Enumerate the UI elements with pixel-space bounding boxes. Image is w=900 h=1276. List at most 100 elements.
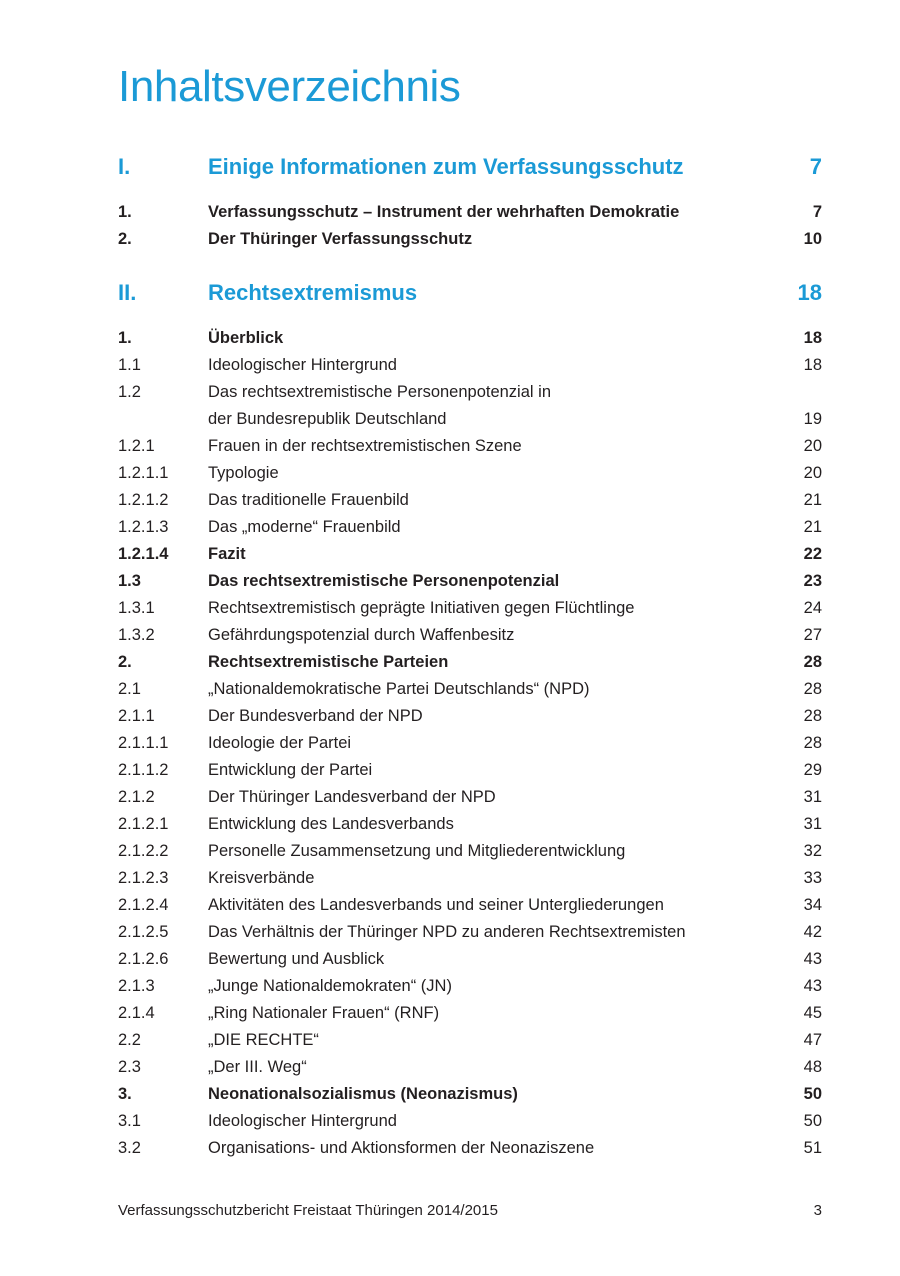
toc-entry-page: 28 bbox=[803, 707, 822, 725]
toc-entry-page: 33 bbox=[803, 869, 822, 887]
toc-entry-row[interactable]: 1.2.1.1 Typologie 20 bbox=[118, 460, 822, 487]
toc-entry-label: Fazit bbox=[208, 545, 246, 563]
section-spacer bbox=[118, 253, 822, 278]
toc-entry-row[interactable]: 2.2 „DIE RECHTE“ 47 bbox=[118, 1027, 822, 1054]
toc-entry-label: Bewertung und Ausblick bbox=[208, 950, 385, 968]
toc-entry-row[interactable]: 2.1.2.1 Entwicklung des Landesverbands 31 bbox=[118, 811, 822, 838]
toc-entry-label: Kreisverbände bbox=[208, 869, 315, 887]
section-spacer bbox=[118, 182, 822, 199]
toc-entry-page: 7 bbox=[812, 203, 822, 221]
toc-entry-row[interactable]: 1.3 Das rechtsextremistische Personenpote… bbox=[118, 568, 822, 595]
toc-chapter-row[interactable]: II. Rechtsextremismus 18 bbox=[118, 278, 822, 308]
toc-entry-page: 24 bbox=[803, 599, 822, 617]
table-of-contents: I. Einige Informationen zum Verfassungssc… bbox=[118, 152, 822, 1162]
toc-entry-number: 2.1.4 bbox=[118, 1004, 155, 1022]
toc-entry-label: Ideologischer Hintergrund bbox=[208, 356, 397, 374]
toc-entry-row[interactable]: 1.2.1.2 Das traditionelle Frauenbild 21 bbox=[118, 487, 822, 514]
toc-entry-page: 23 bbox=[803, 572, 822, 590]
toc-entry-number: 1.3 bbox=[118, 572, 141, 590]
toc-entry-label: Rechtsextremistische Parteien bbox=[208, 653, 449, 671]
toc-entry-label: Das rechtsextremistische Personenpotenzi… bbox=[208, 572, 560, 590]
toc-entry-label: Überblick bbox=[208, 329, 284, 347]
toc-entry-row[interactable]: 1. Überblick 18 bbox=[118, 325, 822, 352]
toc-entry-number: 2. bbox=[118, 230, 132, 248]
toc-entry-row[interactable]: 2.3 „Der III. Weg“ 48 bbox=[118, 1054, 822, 1081]
toc-entry-page: 20 bbox=[803, 464, 822, 482]
toc-entry-page: 28 bbox=[803, 680, 822, 698]
toc-entry-row[interactable]: 3.2 Organisations- und Aktionsformen der … bbox=[118, 1135, 822, 1162]
page-title: Inhaltsverzeichnis bbox=[118, 62, 461, 111]
toc-entry-page: 20 bbox=[803, 437, 822, 455]
toc-entry-row[interactable]: 2.1.1.2 Entwicklung der Partei 29 bbox=[118, 757, 822, 784]
toc-entry-page: 43 bbox=[803, 950, 822, 968]
toc-entry-label: Ideologie der Partei bbox=[208, 734, 352, 752]
toc-entry-label: „Der III. Weg“ bbox=[208, 1058, 307, 1076]
toc-entry-row[interactable]: 1.3.2 Gefährdungspotenzial durch Waffenbe… bbox=[118, 622, 822, 649]
toc-entry-label: Gefährdungspotenzial durch Waffenbesitz bbox=[208, 626, 515, 644]
toc-entry-row[interactable]: 2.1.3 „Junge Nationaldemokraten“ (JN) 43 bbox=[118, 973, 822, 1000]
toc-entry-number: I. bbox=[118, 154, 131, 179]
toc-entry-row[interactable]: 1. Verfassungsschutz – Instrument der weh… bbox=[118, 199, 822, 226]
toc-entry-row[interactable]: 2.1.1 Der Bundesverband der NPD 28 bbox=[118, 703, 822, 730]
toc-entry-label: Rechtsextremistisch geprägte Initiativen… bbox=[208, 599, 635, 617]
toc-entry-number: 1.2.1.2 bbox=[118, 491, 169, 509]
toc-entry-number: 1.2.1.3 bbox=[118, 518, 169, 536]
toc-entry-label: Einige Informationen zum Verfassungsschu… bbox=[208, 154, 684, 179]
toc-entry-number: 3.2 bbox=[118, 1139, 141, 1157]
toc-entry-page: 28 bbox=[803, 653, 822, 671]
toc-entry-page: 22 bbox=[803, 545, 822, 563]
toc-entry-label: Entwicklung der Partei bbox=[208, 761, 373, 779]
toc-entry-page: 47 bbox=[803, 1031, 822, 1049]
toc-entry-page: 31 bbox=[803, 788, 822, 806]
toc-entry-number: II. bbox=[118, 280, 137, 305]
toc-entry-page: 51 bbox=[803, 1139, 822, 1157]
toc-entry-row[interactable]: 3. Neonationalsozialismus (Neonazismus) 50 bbox=[118, 1081, 822, 1108]
toc-chapter-row[interactable]: I. Einige Informationen zum Verfassungssc… bbox=[118, 152, 822, 182]
toc-entry-row[interactable]: 1.2 Das rechtsextremistische Personenpote… bbox=[118, 379, 822, 406]
toc-entry-page: 28 bbox=[803, 734, 822, 752]
toc-entry-number: 2.1.1.1 bbox=[118, 734, 169, 752]
toc-entry-label: Neonationalsozialismus (Neonazismus) bbox=[208, 1085, 518, 1103]
toc-entry-number: 2.1.2.1 bbox=[118, 815, 169, 833]
toc-entry-row[interactable]: 2. Rechtsextremistische Parteien 28 bbox=[118, 649, 822, 676]
toc-entry-number: 1. bbox=[118, 329, 132, 347]
toc-entry-page: 50 bbox=[803, 1085, 822, 1103]
toc-entry-page: 42 bbox=[803, 923, 822, 941]
toc-entry-row[interactable]: 2.1.2.6 Bewertung und Ausblick 43 bbox=[118, 946, 822, 973]
toc-entry-number: 2.1.3 bbox=[118, 977, 155, 995]
toc-entry-label: Der Thüringer Verfassungsschutz bbox=[208, 230, 473, 248]
toc-entry-row[interactable]: 2.1.1.1 Ideologie der Partei 28 bbox=[118, 730, 822, 757]
toc-entry-row[interactable]: 1.3.1 Rechtsextremistisch geprägte Initia… bbox=[118, 595, 822, 622]
toc-entry-page: 21 bbox=[803, 518, 822, 536]
toc-entry-row[interactable]: 2.1 „Nationaldemokratische Partei Deutsch… bbox=[118, 676, 822, 703]
toc-entry-label: Der Thüringer Landesverband der NPD bbox=[208, 788, 496, 806]
toc-entry-row[interactable]: 2. Der Thüringer Verfassungsschutz 10 bbox=[118, 226, 822, 253]
toc-entry-page: 18 bbox=[803, 356, 822, 374]
toc-entry-page: 32 bbox=[803, 842, 822, 860]
toc-entry-label: Typologie bbox=[208, 464, 279, 482]
toc-entry-label: Das traditionelle Frauenbild bbox=[208, 491, 409, 509]
toc-entry-number: 2.1.2.4 bbox=[118, 896, 169, 914]
toc-entry-number: 2.1.1.2 bbox=[118, 761, 169, 779]
toc-entry-label: Ideologischer Hintergrund bbox=[208, 1112, 397, 1130]
toc-entry-number: 2.1 bbox=[118, 680, 141, 698]
toc-entry-row[interactable]: 2.1.4 „Ring Nationaler Frauen“ (RNF) 45 bbox=[118, 1000, 822, 1027]
toc-entry-row[interactable]: 2.1.2 Der Thüringer Landesverband der NPD… bbox=[118, 784, 822, 811]
toc-entry-row[interactable]: 2.1.2.2 Personelle Zusammensetzung und Mi… bbox=[118, 838, 822, 865]
footer-document-title: Verfassungsschutzbericht Freistaat Thüri… bbox=[118, 1202, 498, 1219]
toc-entry-label: Verfassungsschutz – Instrument der wehrh… bbox=[208, 203, 680, 221]
toc-entry-row[interactable]: 2.1.2.4 Aktivitäten des Landesverbands un… bbox=[118, 892, 822, 919]
toc-entry-row[interactable]: 1.1 Ideologischer Hintergrund 18 bbox=[118, 352, 822, 379]
toc-entry-number: 3. bbox=[118, 1085, 132, 1103]
toc-entry-row[interactable]: 3.1 Ideologischer Hintergrund 50 bbox=[118, 1108, 822, 1135]
toc-entry-row[interactable]: 1.2.1.3 Das „moderne“ Frauenbild 21 bbox=[118, 514, 822, 541]
toc-entry-row[interactable]: der Bundesrepublik Deutschland 19 bbox=[118, 406, 822, 433]
toc-entry-row[interactable]: 1.2.1 Frauen in der rechtsextremistischen… bbox=[118, 433, 822, 460]
toc-entry-page: 29 bbox=[803, 761, 822, 779]
toc-entry-label: Aktivitäten des Landesverbands und seine… bbox=[208, 896, 664, 914]
toc-entry-row[interactable]: 2.1.2.5 Das Verhältnis der Thüringer NPD … bbox=[118, 919, 822, 946]
toc-entry-page: 31 bbox=[803, 815, 822, 833]
footer-page-number: 3 bbox=[813, 1202, 822, 1219]
toc-entry-row[interactable]: 1.2.1.4 Fazit 22 bbox=[118, 541, 822, 568]
toc-entry-row[interactable]: 2.1.2.3 Kreisverbände 33 bbox=[118, 865, 822, 892]
